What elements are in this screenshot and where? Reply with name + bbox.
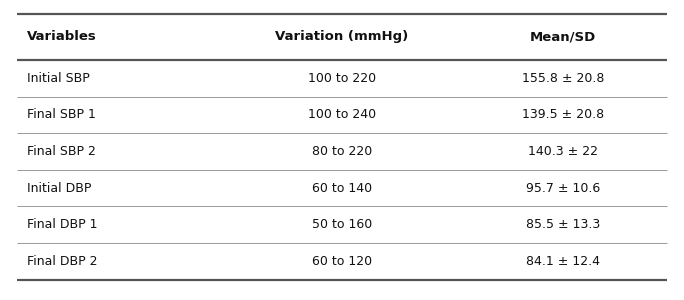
Text: Final DBP 1: Final DBP 1 <box>27 218 98 231</box>
Text: Final SBP 2: Final SBP 2 <box>27 145 96 158</box>
Text: 84.1 ± 12.4: 84.1 ± 12.4 <box>526 255 600 268</box>
Text: Final DBP 2: Final DBP 2 <box>27 255 98 268</box>
Text: Initial SBP: Initial SBP <box>27 72 90 85</box>
Text: 139.5 ± 20.8: 139.5 ± 20.8 <box>522 108 604 122</box>
Text: 80 to 220: 80 to 220 <box>312 145 372 158</box>
Text: 60 to 140: 60 to 140 <box>312 182 372 195</box>
Text: 85.5 ± 13.3: 85.5 ± 13.3 <box>526 218 600 231</box>
Text: 100 to 240: 100 to 240 <box>308 108 376 122</box>
Text: Final SBP 1: Final SBP 1 <box>27 108 96 122</box>
Text: Mean/SD: Mean/SD <box>530 30 596 43</box>
Text: Initial DBP: Initial DBP <box>27 182 92 195</box>
Text: 100 to 220: 100 to 220 <box>308 72 376 85</box>
Text: Variables: Variables <box>27 30 97 43</box>
Text: 50 to 160: 50 to 160 <box>312 218 372 231</box>
Text: Variation (mmHg): Variation (mmHg) <box>276 30 408 43</box>
Text: 140.3 ± 22: 140.3 ± 22 <box>528 145 598 158</box>
Text: 60 to 120: 60 to 120 <box>312 255 372 268</box>
Text: 95.7 ± 10.6: 95.7 ± 10.6 <box>526 182 600 195</box>
Text: 155.8 ± 20.8: 155.8 ± 20.8 <box>522 72 604 85</box>
